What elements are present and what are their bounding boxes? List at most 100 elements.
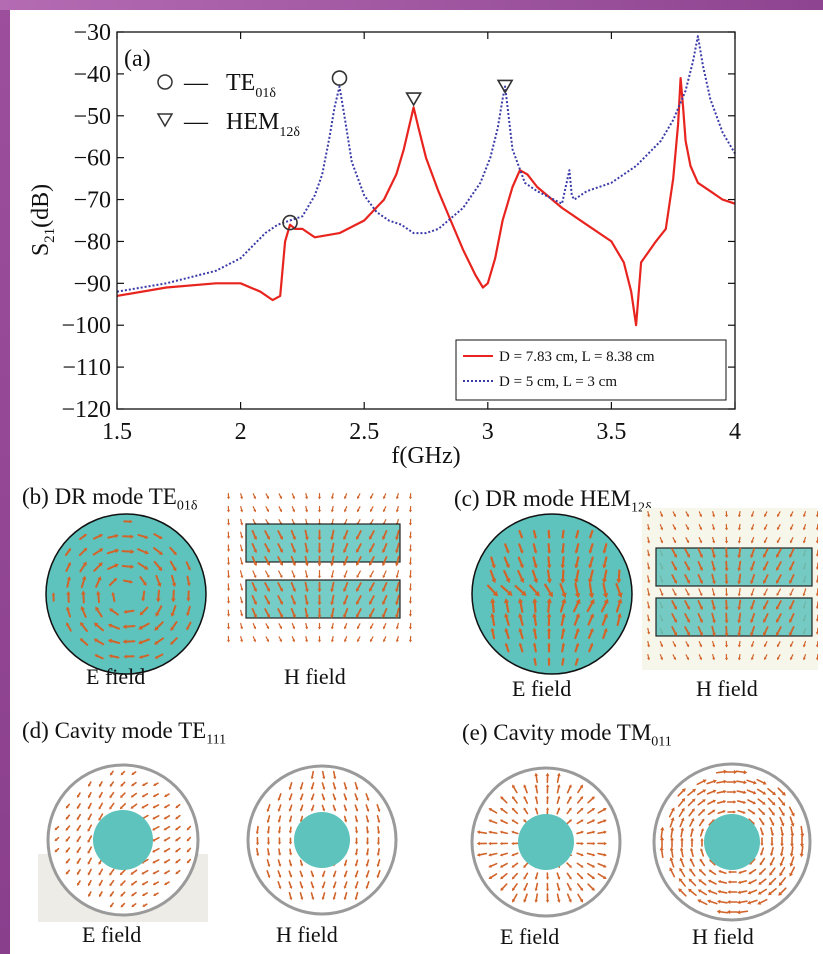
field-arrowhead — [408, 536, 413, 539]
field-arrow — [131, 891, 137, 896]
field-arrow — [556, 773, 560, 784]
field-arrow — [756, 788, 766, 795]
field-arrowhead — [175, 838, 179, 842]
field-arrowhead — [523, 865, 527, 869]
field-arrowhead — [356, 639, 360, 643]
field-arrow — [290, 594, 296, 605]
field-arrowhead — [408, 588, 412, 592]
field-arrow — [366, 826, 369, 833]
field-arrowhead — [310, 776, 314, 780]
field-arrowhead — [712, 632, 716, 637]
field-arrow — [500, 852, 509, 856]
field-arrowhead — [575, 613, 580, 618]
field-arrowhead — [647, 619, 651, 622]
field-arrowhead — [723, 799, 727, 804]
field-arrow — [803, 536, 807, 543]
field-arrowhead — [533, 564, 538, 569]
field-arrowhead — [686, 540, 690, 544]
marker-legend-triangle-icon — [156, 113, 174, 128]
field-arrowhead — [278, 853, 282, 856]
field-arrow — [679, 878, 687, 887]
field-arrowhead — [226, 614, 231, 617]
field-arrowhead — [738, 870, 742, 874]
field-arrowhead — [815, 606, 818, 610]
field-arrow — [512, 796, 518, 804]
field-arrow — [383, 493, 387, 498]
field-arrow — [500, 872, 508, 879]
field-arrowhead — [568, 784, 572, 788]
field-arrow — [680, 848, 684, 858]
field-arrowhead — [186, 612, 190, 617]
field-arrowhead — [382, 626, 386, 630]
field-arrow — [532, 529, 537, 539]
field-arrow — [699, 859, 706, 867]
field-arrow — [512, 852, 519, 856]
field-arrowhead — [673, 606, 678, 610]
field-arrow — [355, 870, 359, 877]
field-arrow — [687, 789, 696, 797]
field-arrowhead — [742, 810, 746, 814]
field-arrow — [251, 543, 257, 553]
field-arrowhead — [499, 841, 503, 846]
field-arrow — [777, 537, 781, 543]
field-arrow — [759, 868, 766, 875]
field-arrowhead — [592, 830, 596, 834]
field-arrowhead — [591, 796, 595, 800]
field-arrow — [769, 817, 774, 826]
marker-legend-label-2: HEM — [226, 109, 279, 135]
field-arrowhead — [376, 864, 380, 868]
field-arrow — [175, 825, 181, 830]
field-arrowhead — [187, 567, 191, 571]
field-arrowhead — [366, 820, 370, 823]
field-arrowhead — [186, 827, 190, 831]
field-arrowhead — [503, 598, 510, 604]
field-arrowhead — [815, 644, 818, 648]
field-arrowhead — [408, 601, 412, 604]
field-arrow — [175, 836, 181, 841]
field-arrowhead — [332, 897, 336, 901]
field-arrowhead — [686, 632, 691, 636]
field-arrowhead — [699, 644, 703, 648]
field-arrowhead — [603, 598, 609, 605]
panel-d-title: (d) Cavity mode TE111 — [22, 718, 226, 749]
field-arrowhead — [556, 772, 561, 777]
field-arrow — [688, 889, 697, 897]
field-arrowhead — [752, 790, 757, 795]
field-arrow — [587, 796, 595, 804]
field-arrowhead — [748, 871, 752, 875]
field-arrowhead — [355, 614, 360, 618]
field-arrow — [330, 594, 335, 605]
field-arrowhead — [660, 644, 664, 648]
field-arrowhead — [300, 885, 304, 889]
field-arrowhead — [343, 536, 347, 541]
field-arrowhead — [815, 540, 818, 544]
field-arrowhead — [743, 770, 748, 775]
field-arrow — [252, 518, 256, 525]
field-arrow — [750, 612, 756, 623]
field-arrow — [647, 627, 650, 634]
field-arrowhead — [511, 876, 515, 880]
field-arrowhead — [532, 627, 537, 632]
field-arrowhead — [344, 808, 348, 812]
field-arrowhead — [343, 874, 347, 878]
panel-b-h-caption: H field — [284, 664, 346, 689]
field-arrowhead — [557, 888, 561, 892]
panel-b-e-caption: E field — [86, 664, 146, 689]
field-arrow — [685, 537, 689, 543]
field-arrowhead — [87, 806, 91, 810]
field-arrowhead — [266, 831, 270, 835]
field-arrowhead — [743, 780, 747, 785]
field-arrowhead — [670, 827, 675, 831]
field-arrowhead — [158, 550, 163, 555]
field-arrowhead — [771, 822, 775, 827]
field-arrowhead — [568, 876, 572, 880]
field-arrow — [264, 530, 270, 540]
field-arrowhead — [778, 891, 783, 896]
field-arrow — [344, 518, 348, 525]
field-arrow — [736, 790, 746, 794]
field-arrowhead — [680, 837, 684, 841]
field-arrowhead — [253, 626, 257, 630]
field-arrowhead — [588, 593, 595, 599]
field-arrow — [357, 570, 361, 577]
field-arrowhead — [679, 847, 684, 851]
